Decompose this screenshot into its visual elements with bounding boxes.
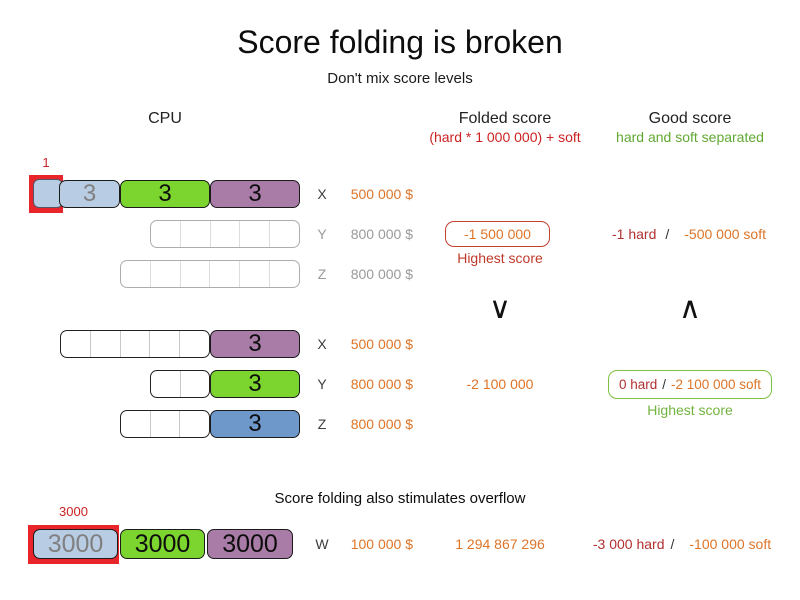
cpu-row-label: Z [317, 266, 327, 282]
highest-score-note: Highest score [647, 402, 733, 418]
folded-score-value: -2 100 000 [466, 376, 534, 392]
task-block-purple: 3000 [207, 529, 293, 559]
cpu-cost-label: 500 000 $ [350, 336, 413, 352]
better-than-icon: ∧ [679, 291, 701, 325]
page-subtitle: Don't mix score levels [327, 70, 473, 87]
capacity-cell [121, 261, 150, 287]
folded-score-formula: (hard * 1 000 000) + soft [429, 129, 581, 145]
capacity-cell [151, 371, 180, 397]
capacity-cell [121, 411, 150, 437]
good-score-separator: / [662, 377, 666, 392]
good-score-line: -1 hard / -500 000 soft [589, 220, 789, 248]
cpu-row-label: Z [317, 416, 327, 432]
cpu-cost-label: 800 000 $ [350, 416, 413, 432]
good-score-soft: -100 000 soft [689, 536, 772, 552]
overflow-amount-label: 1 [42, 155, 50, 170]
page-title: Score folding is broken [237, 24, 563, 60]
good-score-description: hard and soft separated [616, 129, 764, 145]
capacity-cell [149, 331, 179, 357]
cpu-cost-label: 100 000 $ [350, 536, 413, 552]
task-block-green: 3000 [120, 529, 205, 559]
cpu-row-label: Y [317, 226, 327, 242]
column-header-cpu: CPU [148, 110, 182, 127]
folded-score-value-box: -1 500 000 [445, 221, 550, 247]
cpu-bar-empty [120, 260, 300, 288]
worse-than-icon: ∨ [489, 291, 511, 325]
cpu-row-label: Y [317, 376, 327, 392]
task-block-green: 3 [210, 370, 300, 398]
cpu-cost-label: 800 000 $ [350, 226, 413, 242]
cpu-row-label: X [317, 336, 327, 352]
capacity-cell [179, 221, 210, 247]
cpu-bar-empty [60, 330, 210, 358]
task-block-blue: 3000 [33, 529, 118, 559]
capacity-cell [179, 411, 209, 437]
folded-score-value: 1 294 867 296 [455, 536, 545, 552]
good-score-separator: / [665, 226, 670, 242]
good-score-soft: -500 000 soft [684, 226, 766, 242]
overflow-cell [33, 179, 63, 208]
capacity-cell [269, 221, 299, 247]
cpu-cost-label: 800 000 $ [350, 266, 413, 282]
capacity-cell [149, 411, 180, 437]
capacity-cell [269, 261, 299, 287]
good-score-hard: 0 hard [618, 377, 658, 392]
cpu-cost-label: 500 000 $ [350, 186, 413, 202]
cpu-bar-empty [150, 220, 300, 248]
task-block-steel-blue: 3 [210, 410, 300, 438]
capacity-cell [89, 331, 120, 357]
capacity-cell [61, 331, 90, 357]
capacity-cell [179, 261, 210, 287]
capacity-cell [151, 221, 180, 247]
good-score-hard: -3 000 hard [592, 536, 665, 552]
capacity-cell [239, 261, 269, 287]
highest-score-note: Highest score [457, 250, 543, 266]
overflow-amount-label: 3000 [59, 504, 88, 519]
good-score-soft: -2 100 000 soft [670, 377, 762, 392]
cpu-bar-empty [150, 370, 210, 398]
cpu-row-label: X [317, 186, 327, 202]
capacity-cell [239, 221, 269, 247]
good-score-value-box: 0 hard / -2 100 000 soft [608, 370, 772, 399]
good-score-hard: -1 hard [612, 226, 657, 242]
capacity-cell [209, 261, 239, 287]
capacity-cell [149, 261, 180, 287]
good-score-separator: / [670, 536, 675, 552]
task-block-blue: 3 [59, 180, 120, 208]
section-title-overflow: Score folding also stimulates overflow [274, 490, 526, 507]
capacity-cell [179, 371, 210, 397]
cpu-cost-label: 800 000 $ [350, 376, 413, 392]
column-header-good-score: Good score [648, 110, 732, 127]
cpu-row-label: W [315, 536, 329, 552]
cpu-bar-empty [120, 410, 210, 438]
column-header-folded-score: Folded score [458, 110, 552, 127]
capacity-cell [119, 331, 150, 357]
task-block-green: 3 [120, 180, 210, 208]
task-block-purple: 3 [210, 330, 300, 358]
capacity-cell [209, 221, 240, 247]
task-block-purple: 3 [210, 180, 300, 208]
capacity-cell [179, 331, 209, 357]
good-score-line: -3 000 hard / -100 000 soft [582, 529, 782, 559]
